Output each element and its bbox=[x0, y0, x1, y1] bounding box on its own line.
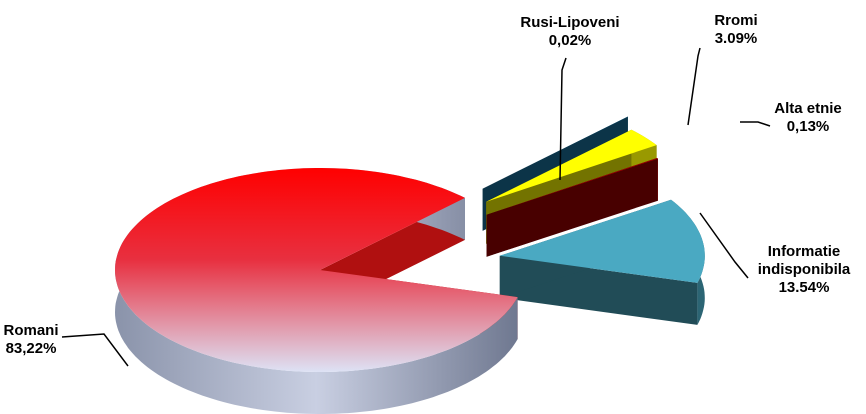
slice-top bbox=[499, 199, 705, 283]
slice-value: 13.54% bbox=[778, 279, 830, 296]
leader-line bbox=[559, 57, 567, 181]
leader-line bbox=[687, 47, 701, 126]
slice-name: Informatie indisponibila bbox=[757, 243, 851, 278]
slice-name: Rromi bbox=[714, 12, 758, 29]
slice-top bbox=[115, 168, 518, 372]
slice-top bbox=[486, 129, 657, 202]
slice-value: 83,22% bbox=[5, 340, 57, 357]
slice-top bbox=[486, 158, 658, 215]
slice-side bbox=[657, 158, 658, 201]
leader-line bbox=[740, 121, 771, 127]
slice-top bbox=[482, 116, 628, 189]
slice-value: 3.09% bbox=[714, 30, 758, 47]
leader-line bbox=[699, 212, 749, 279]
slice-name: Romani bbox=[3, 322, 59, 339]
slice-wall bbox=[486, 158, 657, 257]
slice-value: 0,13% bbox=[786, 118, 830, 135]
leader-line bbox=[61, 333, 129, 367]
slice-name: Rusi-Lipoveni bbox=[520, 14, 620, 31]
slice-value: 0,02% bbox=[548, 32, 592, 49]
slice-name: Alta etnie bbox=[774, 100, 842, 117]
